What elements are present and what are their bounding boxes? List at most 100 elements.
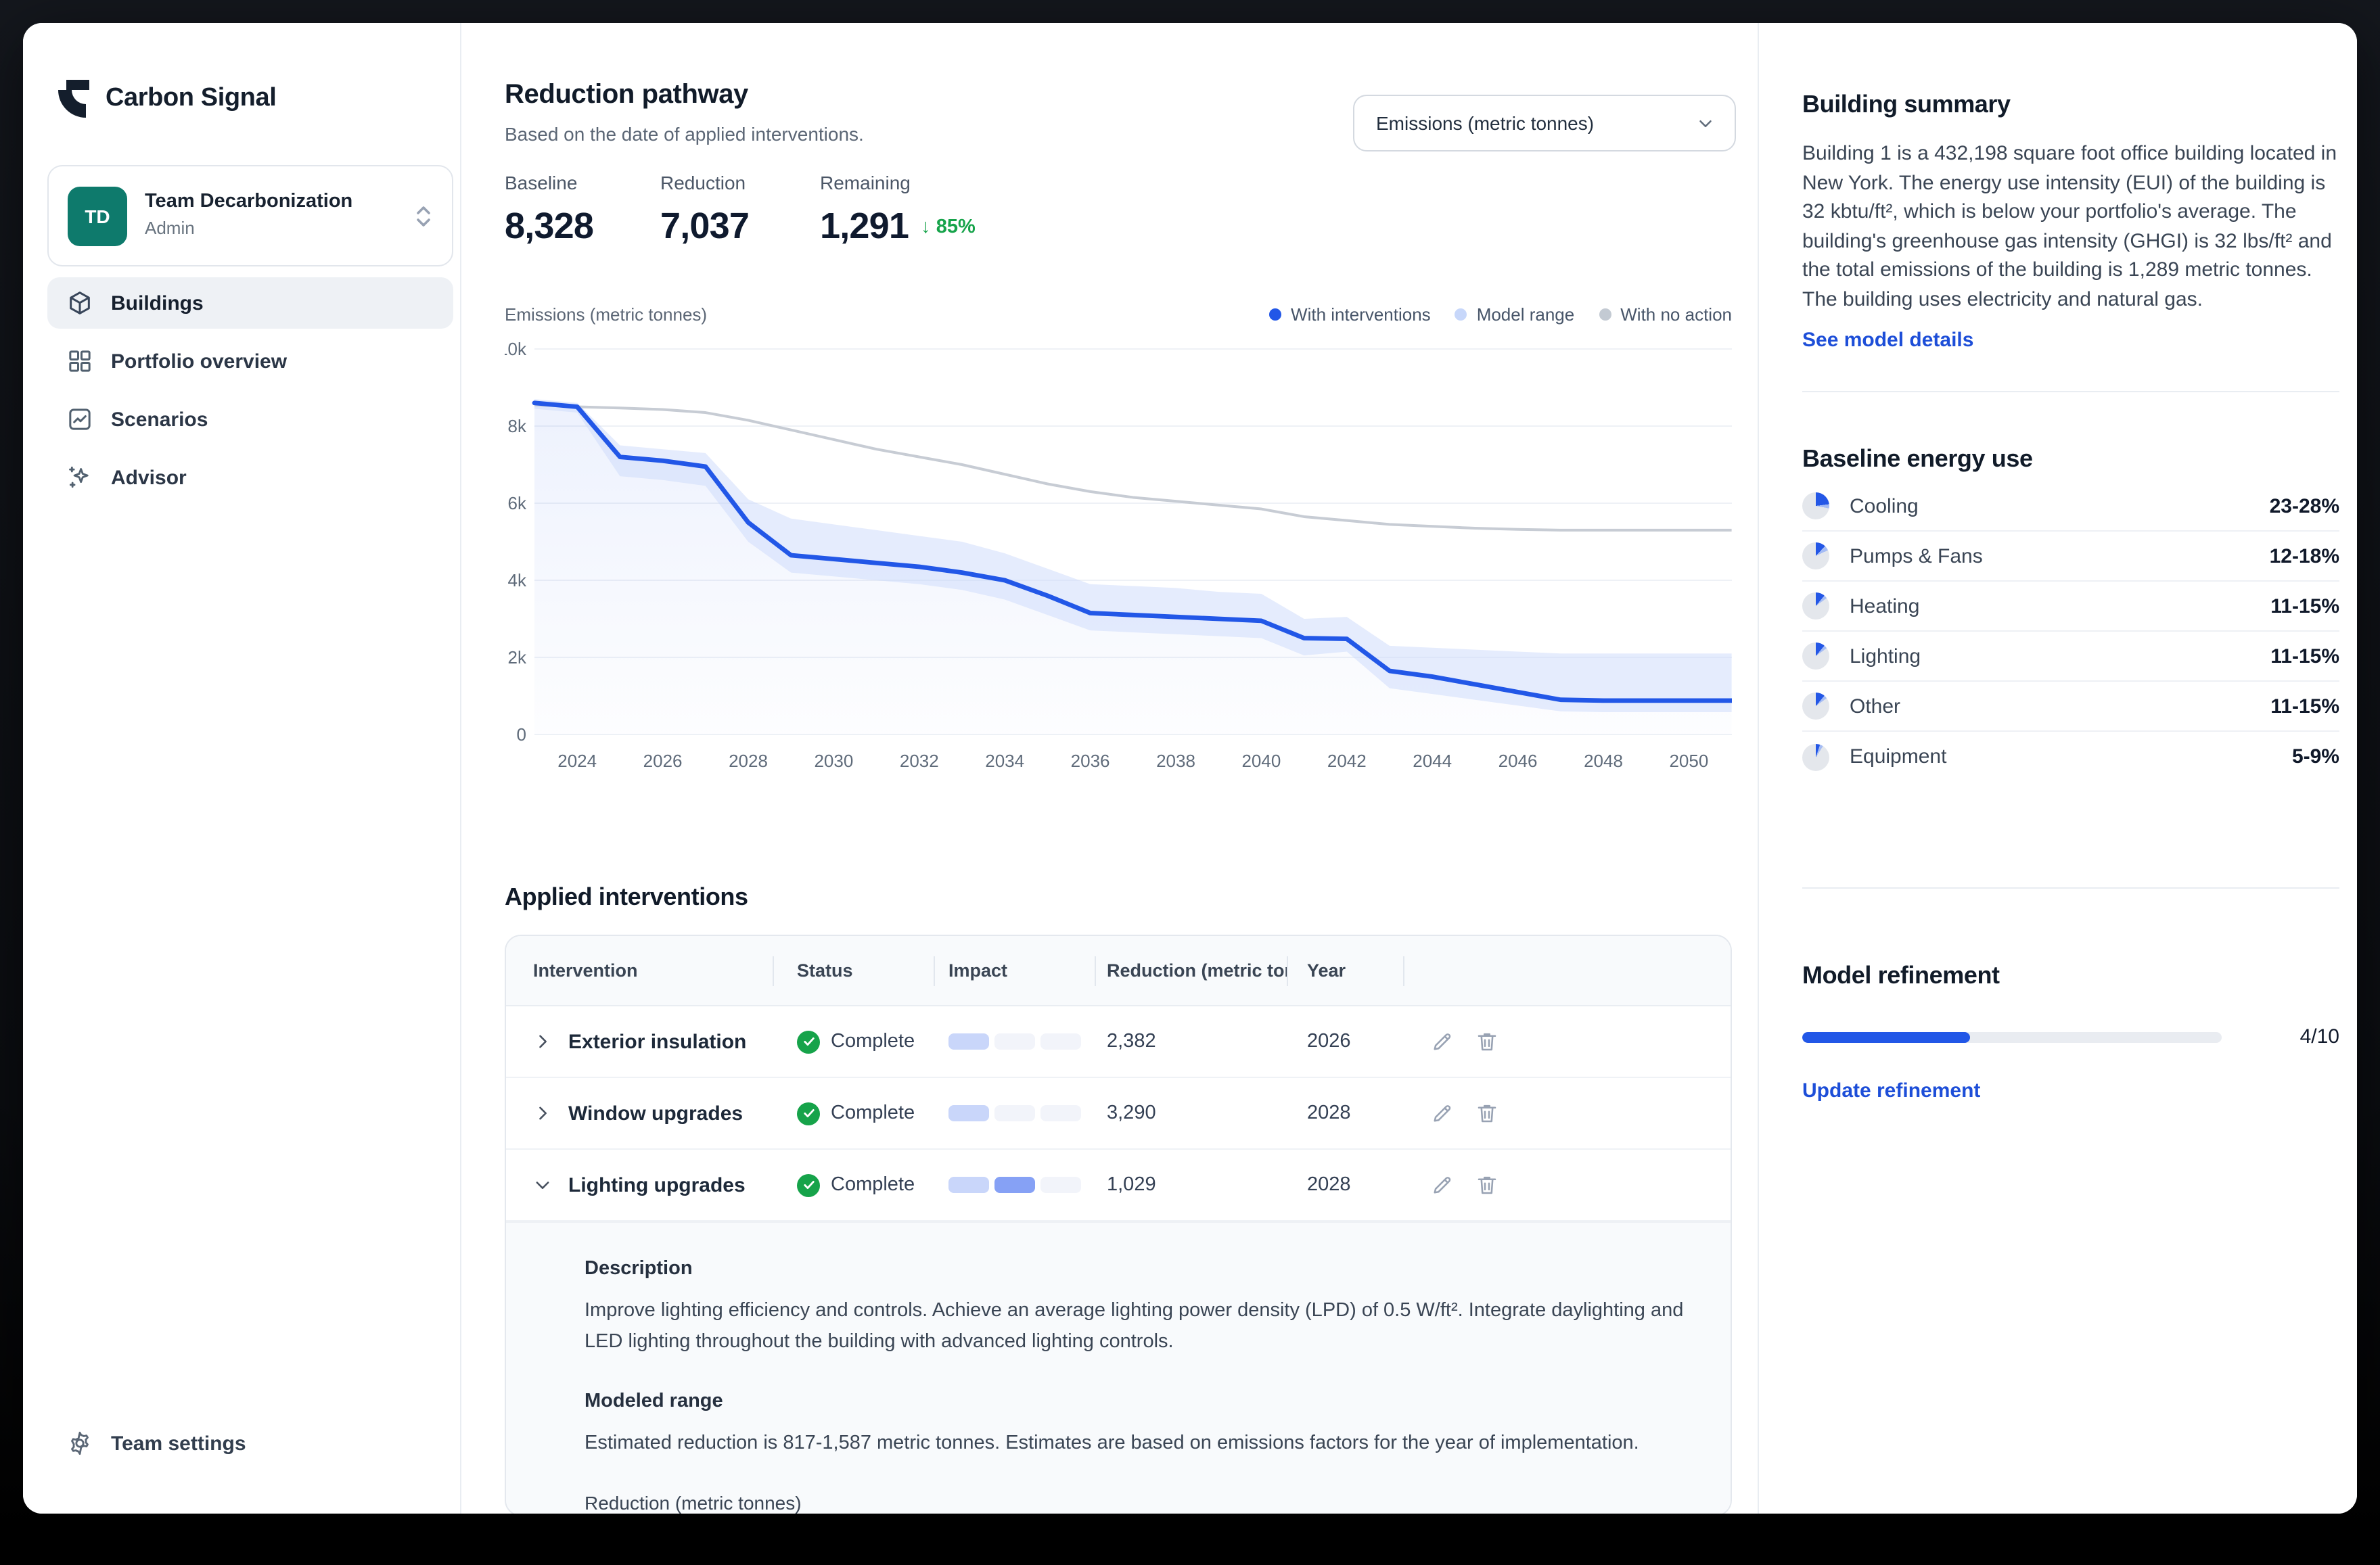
baseline-energy-title: Baseline energy use [1802, 445, 2033, 472]
chevron-down-icon [1699, 120, 1712, 126]
col-impact: Impact [935, 936, 1096, 1005]
col-year: Year [1288, 936, 1404, 1005]
svg-text:2026: 2026 [643, 751, 683, 771]
progress-label: 4/10 [2299, 1025, 2339, 1048]
team-settings-label: Team settings [111, 1432, 246, 1455]
page-subtitle: Based on the date of applied interventio… [505, 123, 864, 145]
stat-delta-badge: ↓ 85% [921, 216, 976, 237]
col-actions [1404, 936, 1731, 1005]
legend-item-with-interventions: With interventions [1269, 304, 1431, 325]
sidebar-item-portfolio-overview[interactable]: Portfolio overview [47, 335, 453, 387]
sidebar-item-buildings[interactable]: Buildings [47, 277, 453, 329]
interventions-title: Applied interventions [505, 883, 748, 910]
edit-button[interactable] [1430, 1173, 1455, 1197]
see-model-details-link[interactable]: See model details [1802, 329, 1974, 352]
pie-icon [1802, 492, 1829, 519]
impact-indicator [935, 1150, 1096, 1220]
pie-icon [1802, 542, 1829, 569]
description-line: Improve lighting efficiency and controls… [585, 1300, 1684, 1322]
chart-axis-title: Emissions (metric tonnes) [505, 304, 708, 325]
svg-text:2036: 2036 [1071, 751, 1110, 771]
status-badge: Complete [774, 1006, 935, 1077]
svg-text:2028: 2028 [729, 751, 768, 771]
baseline-energy-list: Cooling 23-28% Pumps & Fans 12-18% Heati… [1802, 482, 2339, 782]
sparkles-icon [69, 466, 89, 488]
team-avatar: TD [68, 186, 127, 246]
svg-text:2030: 2030 [814, 751, 853, 771]
table-row[interactable]: Window upgrades Complete 3,290 2028 [506, 1078, 1731, 1150]
reduction-value: 1,029 [1107, 1174, 1156, 1196]
interventions-table: Intervention Status Impact Reduction (me… [505, 935, 1732, 1514]
update-refinement-link[interactable]: Update refinement [1802, 1079, 1981, 1102]
unit-dropdown[interactable]: Emissions (metric tonnes) [1353, 95, 1736, 151]
expand-chevron-right-icon[interactable] [533, 1032, 552, 1051]
stat-reduction: Reduction 7,037 [660, 172, 820, 248]
team-name: Team Decarbonization [145, 191, 353, 212]
delete-button[interactable] [1475, 1029, 1499, 1054]
description-title: Description [585, 1258, 693, 1280]
col-reduction: Reduction (metric tonnes) [1096, 936, 1288, 1005]
check-circle-icon [797, 1173, 820, 1196]
stat-value: 8,328 [505, 206, 594, 246]
edit-button[interactable] [1430, 1029, 1455, 1054]
sidebar-item-scenarios[interactable]: Scenarios [47, 394, 453, 445]
energy-row-heating: Heating 11-15% [1802, 582, 2339, 632]
sidebar-item-label: Portfolio overview [111, 350, 288, 373]
svg-text:2k: 2k [508, 647, 527, 668]
status-badge: Complete [774, 1150, 935, 1220]
sidebar-item-label: Advisor [111, 466, 187, 489]
app-window: Carbon Signal TD Team Decarbonization Ad… [23, 23, 2357, 1514]
expand-chevron-right-icon[interactable] [533, 1104, 552, 1123]
table-header: Intervention Status Impact Reduction (me… [506, 936, 1731, 1006]
team-selector[interactable]: TD Team Decarbonization Admin [47, 165, 453, 266]
sidebar-item-advisor[interactable]: Advisor [47, 452, 453, 503]
edit-button[interactable] [1430, 1101, 1455, 1125]
pie-icon [1802, 592, 1829, 620]
svg-text:2046: 2046 [1498, 751, 1538, 771]
check-circle-icon [797, 1030, 820, 1053]
svg-text:0: 0 [517, 724, 526, 745]
modeled-range-title: Modeled range [585, 1391, 723, 1412]
table-row[interactable]: Exterior insulation Complete 2,382 2026 [506, 1006, 1731, 1078]
status-badge: Complete [774, 1078, 935, 1148]
legend-item-model-range: Model range [1455, 304, 1574, 325]
check-circle-icon [797, 1102, 820, 1125]
stat-label: Remaining [820, 172, 911, 193]
svg-text:2050: 2050 [1669, 751, 1708, 771]
svg-text:2042: 2042 [1327, 751, 1367, 771]
svg-text:2040: 2040 [1241, 751, 1281, 771]
intervention-name: Exterior insulation [568, 1030, 747, 1053]
sidebar-item-label: Buildings [111, 291, 204, 314]
unit-dropdown-value: Emissions (metric tonnes) [1376, 112, 1595, 134]
svg-text:2038: 2038 [1156, 751, 1195, 771]
detail-chart-label: Reduction (metric tonnes) [585, 1492, 802, 1514]
svg-text:10k: 10k [505, 339, 527, 359]
pie-icon [1802, 743, 1829, 770]
model-refinement-title: Model refinement [1802, 962, 2000, 989]
progress-track [1802, 1031, 2222, 1042]
col-status: Status [774, 936, 935, 1005]
cube-icon [70, 291, 90, 314]
page-title: Reduction pathway [505, 80, 748, 110]
legend-dot [1269, 308, 1282, 321]
carbon-signal-logo-icon [58, 80, 89, 118]
energy-row-pumps-fans: Pumps & Fans 12-18% [1802, 532, 2339, 582]
team-settings-button[interactable]: Team settings [66, 1430, 246, 1457]
sidebar: Carbon Signal TD Team Decarbonization Ad… [23, 23, 461, 1514]
svg-text:2032: 2032 [900, 751, 939, 771]
legend-dot [1455, 308, 1467, 321]
delete-button[interactable] [1475, 1173, 1499, 1197]
chart-legend: With interventions Model range With no a… [1269, 304, 1732, 325]
sidebar-nav: Buildings Portfolio overview Scenar [47, 277, 453, 503]
svg-text:2048: 2048 [1584, 751, 1623, 771]
brand: Carbon Signal [58, 80, 277, 118]
stat-remaining: Remaining 1,291 ↓ 85% [820, 172, 976, 248]
stat-baseline: Baseline 8,328 [505, 172, 660, 248]
modeled-range-text: Estimated reduction is 817-1,587 metric … [585, 1432, 1639, 1454]
emissions-pathway-chart: 0 2k 4k 6k 8k 10k 2024 2026 2028 2030 2032 2034 2036… [505, 339, 1732, 771]
delete-button[interactable] [1475, 1101, 1499, 1125]
table-row-expanded[interactable]: Lighting upgrades Complete 1,029 2028 [506, 1150, 1731, 1221]
divider [1802, 887, 2339, 889]
collapse-chevron-down-icon[interactable] [533, 1175, 552, 1194]
